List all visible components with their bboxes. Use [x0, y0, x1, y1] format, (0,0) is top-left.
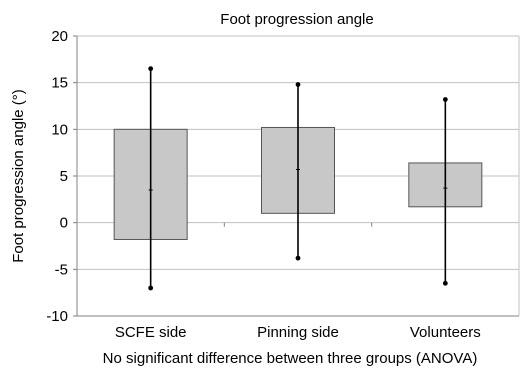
x-tick-label: Volunteers — [410, 324, 481, 341]
x-axis-label: No significant difference between three … — [103, 350, 478, 367]
x-tick-label: Pinning side — [257, 324, 339, 341]
y-tick-label: 15 — [51, 75, 68, 92]
whisker-low-marker — [295, 255, 301, 261]
y-tick-label: 5 — [60, 168, 68, 185]
y-tick-labels: 20 15 10 5 0 -5 -10 — [46, 28, 68, 325]
whisker-high-marker — [442, 97, 448, 102]
chart-title: Foot progression angle — [220, 11, 373, 28]
y-tick-label: -10 — [46, 308, 68, 325]
whisker-low-marker — [148, 285, 154, 291]
y-tick-label: 20 — [51, 28, 68, 45]
whisker-low-marker — [442, 280, 448, 286]
x-tick-label: SCFE side — [115, 324, 187, 341]
whisker-high-marker — [295, 82, 301, 87]
y-tick-label: 10 — [51, 121, 68, 138]
y-tick-label: 0 — [60, 215, 68, 232]
y-tick-label: -5 — [55, 261, 68, 278]
x-tick-labels: SCFE side Pinning side Volunteers — [115, 324, 481, 341]
whisker-high-marker — [148, 66, 154, 72]
y-axis-label: Foot progression angle (°) — [10, 89, 27, 263]
axes — [73, 35, 520, 317]
bars — [113, 66, 483, 291]
